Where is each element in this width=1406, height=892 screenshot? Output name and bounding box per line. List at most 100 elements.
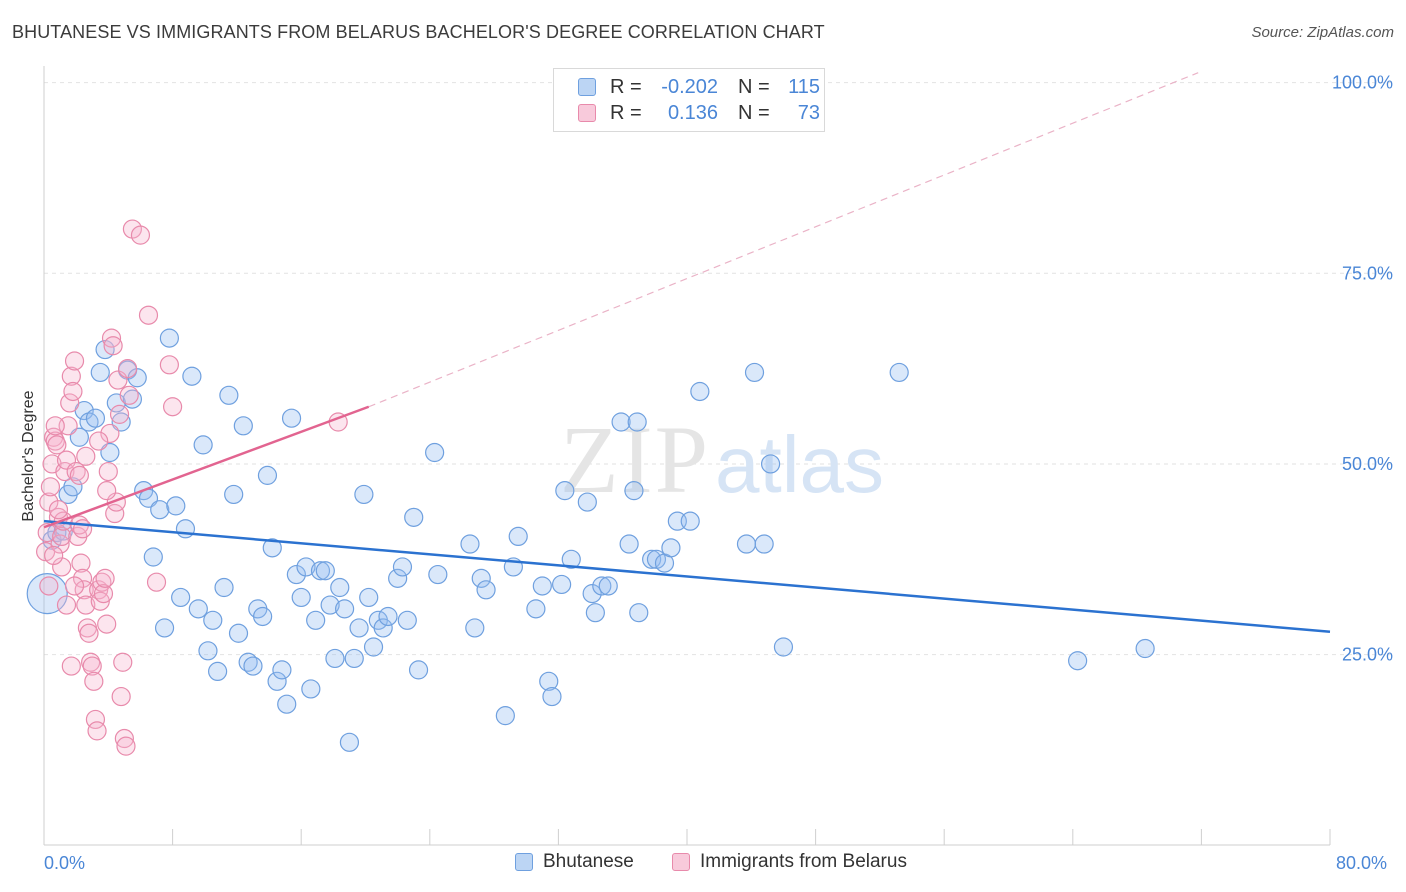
series-bhutanese bbox=[26, 328, 1155, 752]
data-point bbox=[224, 484, 244, 505]
data-point bbox=[373, 618, 393, 638]
y-tick-label: 50.0% bbox=[1342, 454, 1393, 474]
data-point bbox=[109, 404, 130, 424]
data-point bbox=[471, 568, 491, 588]
data-point bbox=[61, 656, 81, 676]
legend-item-bhutanese[interactable]: Bhutanese bbox=[515, 851, 634, 873]
data-point bbox=[64, 351, 85, 371]
data-point bbox=[592, 576, 612, 596]
watermark-atlas: atlas bbox=[715, 420, 884, 509]
data-point bbox=[188, 599, 208, 619]
data-point bbox=[330, 577, 350, 598]
data-point bbox=[71, 553, 91, 573]
data-point bbox=[89, 431, 109, 451]
legend-item-belarus[interactable]: Immigrants from Belarus bbox=[672, 851, 907, 873]
data-point bbox=[542, 686, 562, 707]
n-label: N = bbox=[738, 101, 770, 124]
n-value: 115 bbox=[788, 75, 820, 98]
data-point bbox=[744, 362, 765, 383]
data-point bbox=[257, 465, 278, 485]
data-point bbox=[56, 595, 77, 615]
data-point bbox=[98, 461, 118, 482]
data-point bbox=[508, 526, 528, 547]
data-point bbox=[611, 412, 631, 432]
data-point bbox=[272, 660, 292, 680]
r-value: 0.136 bbox=[667, 101, 718, 124]
data-point bbox=[74, 580, 94, 600]
data-point bbox=[460, 534, 480, 554]
data-point bbox=[159, 355, 179, 375]
data-point bbox=[198, 641, 218, 661]
data-point bbox=[163, 397, 183, 417]
data-point bbox=[60, 393, 80, 413]
data-point bbox=[354, 484, 374, 505]
data-point bbox=[476, 580, 496, 600]
data-point bbox=[40, 477, 61, 497]
data-point bbox=[100, 423, 120, 444]
data-point bbox=[349, 618, 369, 638]
data-point bbox=[233, 416, 253, 436]
data-point bbox=[97, 614, 117, 634]
data-point bbox=[392, 557, 413, 577]
data-point bbox=[37, 522, 57, 543]
series-belarus bbox=[36, 219, 348, 756]
data-point bbox=[45, 416, 65, 436]
data-point bbox=[63, 381, 83, 402]
data-point bbox=[310, 561, 331, 581]
r-label: R = bbox=[610, 101, 642, 124]
legend-row-belarus: R = 0.136 N = 73 bbox=[578, 101, 820, 125]
data-point bbox=[114, 728, 134, 749]
x-tick-min: 0.0% bbox=[44, 853, 86, 873]
data-point bbox=[286, 564, 306, 585]
data-point bbox=[253, 606, 273, 627]
data-point bbox=[63, 477, 83, 497]
n-value: 73 bbox=[797, 101, 820, 124]
data-point bbox=[182, 366, 202, 386]
data-point bbox=[101, 328, 122, 348]
y-tick-label: 75.0% bbox=[1342, 263, 1393, 283]
data-point bbox=[39, 576, 59, 596]
legend-row-bhutanese: R = -0.202 N = 115 bbox=[578, 75, 820, 99]
data-point bbox=[760, 454, 781, 474]
data-point bbox=[84, 671, 104, 691]
data-point bbox=[95, 568, 115, 588]
data-point bbox=[277, 694, 297, 714]
data-point bbox=[889, 362, 909, 383]
data-point bbox=[79, 623, 99, 643]
legend-swatch-pink bbox=[672, 853, 690, 871]
data-point bbox=[243, 656, 263, 676]
data-point bbox=[146, 572, 167, 592]
data-point bbox=[404, 507, 424, 527]
data-point bbox=[582, 584, 602, 604]
data-point bbox=[539, 671, 559, 691]
data-point bbox=[39, 492, 59, 512]
data-point bbox=[585, 603, 605, 623]
data-point bbox=[642, 549, 662, 569]
data-point bbox=[495, 706, 515, 726]
data-point bbox=[291, 587, 311, 608]
data-point bbox=[50, 534, 70, 554]
data-point bbox=[325, 648, 345, 669]
data-point bbox=[119, 385, 139, 405]
legend-swatch-blue bbox=[515, 853, 533, 871]
data-point bbox=[408, 660, 429, 680]
data-point bbox=[44, 545, 64, 566]
data-point bbox=[629, 603, 649, 623]
data-point bbox=[552, 574, 572, 595]
data-point bbox=[87, 721, 107, 741]
data-point bbox=[754, 534, 774, 554]
data-point bbox=[561, 549, 581, 569]
data-point bbox=[69, 465, 89, 485]
data-point bbox=[619, 534, 639, 554]
data-point bbox=[159, 328, 179, 348]
data-point bbox=[103, 336, 123, 356]
data-point bbox=[526, 599, 546, 619]
data-point bbox=[680, 511, 700, 531]
data-point bbox=[82, 656, 102, 676]
watermark-zip: ZIP bbox=[560, 406, 710, 513]
data-point bbox=[320, 595, 340, 615]
data-point bbox=[219, 385, 239, 405]
data-point bbox=[397, 610, 417, 630]
data-point bbox=[93, 584, 114, 604]
